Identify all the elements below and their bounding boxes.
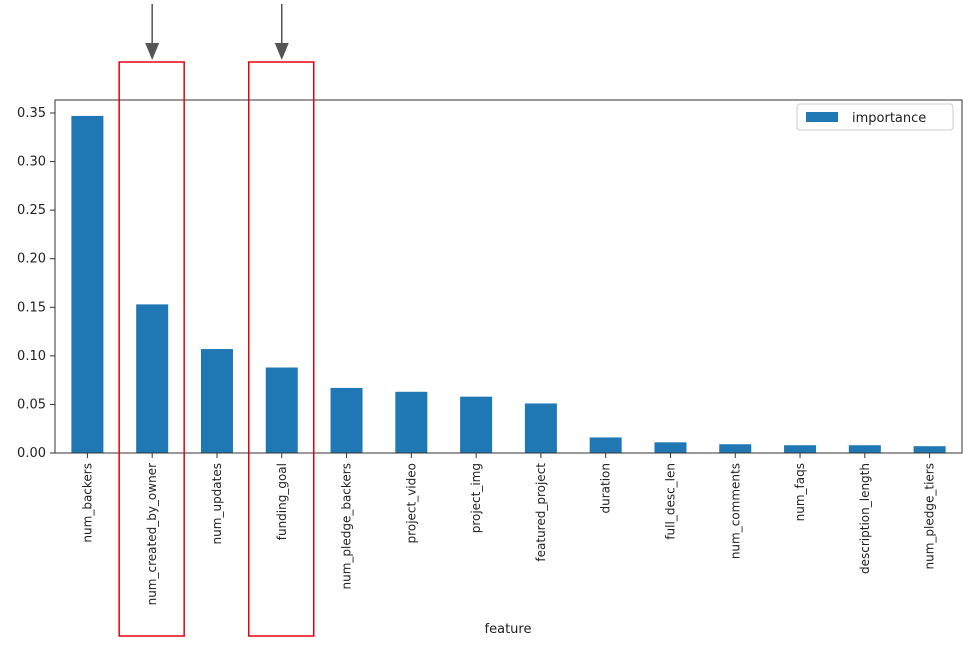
y-tick-label: 0.15 — [17, 300, 46, 315]
x-tick-label: num_comments — [728, 463, 742, 559]
legend: importance — [796, 103, 954, 131]
y-tick-label: 0.00 — [17, 446, 46, 461]
arrow-icon — [145, 4, 160, 60]
arrow-icon — [274, 4, 289, 60]
bar-num_pledge_backers — [330, 387, 363, 453]
y-tick-label: 0.20 — [17, 252, 46, 267]
x-tick-label: project_video — [404, 463, 418, 543]
bar-num_created_by_owner — [136, 304, 169, 453]
y-tick-label: 0.05 — [17, 397, 46, 412]
bar-project_img — [460, 396, 493, 453]
bar-num_updates — [200, 349, 233, 453]
x-tick-label: featured_project — [534, 463, 548, 562]
bar-duration — [589, 437, 622, 453]
x-tick-label: description_length — [858, 463, 872, 574]
bar-full_desc_len — [654, 442, 687, 453]
highlight-box-funding_goal — [248, 61, 315, 637]
bar-featured_project — [524, 403, 557, 453]
x-tick-label: num_faqs — [793, 463, 807, 521]
bar-num_faqs — [784, 445, 817, 453]
x-tick-label: num_updates — [210, 463, 224, 544]
x-tick-label: project_img — [469, 463, 483, 533]
x-tick-label: duration — [599, 463, 613, 514]
x-tick-label: num_pledge_backers — [340, 463, 354, 590]
plot-frame — [54, 99, 963, 454]
bar-num_pledge_tiers — [913, 446, 946, 453]
y-tick-label: 0.25 — [17, 203, 46, 218]
x-tick-label: funding_goal — [275, 463, 289, 540]
bar-num_comments — [719, 444, 752, 453]
legend-swatch — [806, 112, 838, 122]
highlight-box-num_created_by_owner — [118, 61, 185, 637]
y-tick-label: 0.30 — [17, 155, 46, 170]
y-tick-label: 0.10 — [17, 349, 46, 364]
legend-label: importance — [852, 111, 926, 126]
x-tick-label: full_desc_len — [663, 463, 677, 540]
x-tick-label: num_created_by_owner — [145, 463, 159, 605]
bar-description_length — [848, 445, 881, 453]
bar-project_video — [395, 391, 428, 453]
y-tick-label: 0.35 — [17, 106, 46, 121]
x-axis-label: feature — [485, 622, 532, 637]
bar-funding_goal — [265, 367, 298, 453]
x-tick-label: num_backers — [80, 463, 94, 543]
bar-num_backers — [71, 115, 104, 454]
x-tick-label: num_pledge_tiers — [923, 463, 937, 569]
